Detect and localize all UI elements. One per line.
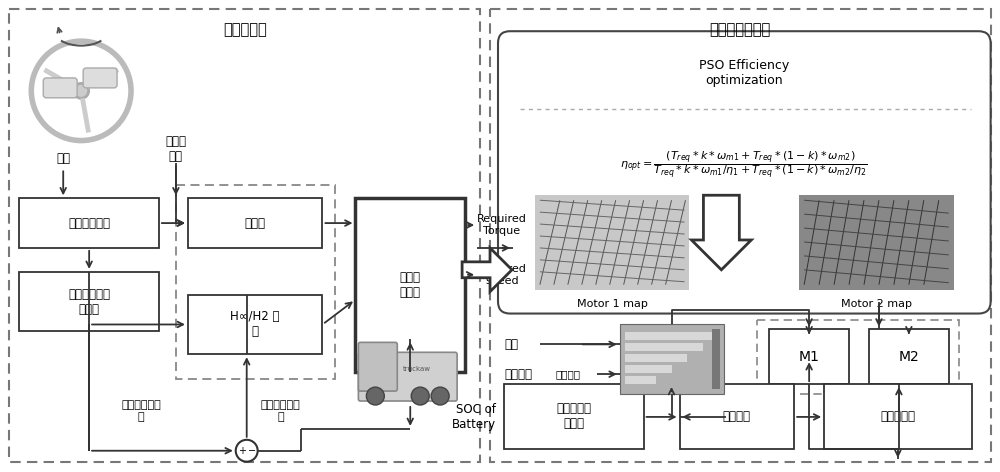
Text: 车速: 车速 xyxy=(56,152,70,165)
Bar xyxy=(869,329,949,384)
Text: H∞/H2 控
制: H∞/H2 控 制 xyxy=(230,311,280,338)
Text: 车辆状
态空间: 车辆状 态空间 xyxy=(400,271,421,299)
Text: truckaw: truckaw xyxy=(403,366,431,372)
Text: M2: M2 xyxy=(898,350,919,364)
Text: 实际横摆角速
度: 实际横摆角速 度 xyxy=(261,400,300,422)
Bar xyxy=(799,195,954,290)
Text: Required
speed: Required speed xyxy=(477,264,527,286)
Text: 模式识别: 模式识别 xyxy=(556,369,581,379)
Bar xyxy=(769,329,849,384)
Text: +: + xyxy=(238,446,246,456)
Text: 车速: 车速 xyxy=(504,338,518,351)
Bar xyxy=(620,324,724,394)
Text: 前轮转角: 前轮转角 xyxy=(504,368,532,381)
Circle shape xyxy=(366,387,384,405)
Text: 逆控制: 逆控制 xyxy=(245,217,266,229)
Text: Motor 2 map: Motor 2 map xyxy=(841,299,912,309)
Text: 稳定性控制: 稳定性控制 xyxy=(223,22,267,37)
Text: 理想横摆角速
度: 理想横摆角速 度 xyxy=(121,400,161,422)
Bar xyxy=(355,198,465,372)
FancyBboxPatch shape xyxy=(358,352,457,401)
Bar xyxy=(19,272,159,331)
Bar xyxy=(625,376,656,384)
Text: 转向盘
转角: 转向盘 转角 xyxy=(165,135,186,162)
FancyBboxPatch shape xyxy=(358,342,397,391)
Bar xyxy=(757,320,959,394)
Bar xyxy=(535,195,689,290)
Bar xyxy=(824,384,972,449)
Bar xyxy=(490,9,991,462)
Polygon shape xyxy=(691,195,751,270)
Bar xyxy=(504,384,644,449)
Bar xyxy=(625,365,672,373)
Bar xyxy=(176,185,335,379)
Bar xyxy=(9,9,480,462)
Text: 能量优化与分配: 能量优化与分配 xyxy=(710,22,771,37)
Bar xyxy=(188,295,322,354)
Bar xyxy=(680,384,794,449)
Text: M1: M1 xyxy=(799,350,820,364)
Bar xyxy=(19,198,159,248)
Text: Motor 1 map: Motor 1 map xyxy=(577,299,648,309)
Bar xyxy=(712,329,720,389)
Polygon shape xyxy=(462,248,512,292)
Text: −: − xyxy=(248,446,256,456)
Text: 电池能量管
理系统: 电池能量管 理系统 xyxy=(556,403,591,430)
Text: 参考横摆角速
度模型: 参考横摆角速 度模型 xyxy=(68,287,110,316)
Text: Required
Torque: Required Torque xyxy=(477,214,527,236)
FancyBboxPatch shape xyxy=(83,68,117,88)
Circle shape xyxy=(236,440,258,462)
Circle shape xyxy=(411,387,429,405)
Circle shape xyxy=(431,387,449,405)
Bar xyxy=(625,354,687,362)
Text: 模式切换: 模式切换 xyxy=(723,410,751,423)
Bar xyxy=(188,198,322,248)
FancyBboxPatch shape xyxy=(498,31,991,313)
Text: 变转向传动比: 变转向传动比 xyxy=(68,217,110,229)
Bar xyxy=(625,332,719,340)
Text: $\eta_{opt} = \dfrac{(T_{req}*k*\omega_{m1}+T_{req}*(1-k)*\omega_{m2})}{T_{req}*: $\eta_{opt} = \dfrac{(T_{req}*k*\omega_{… xyxy=(620,150,868,181)
Circle shape xyxy=(74,84,89,98)
FancyBboxPatch shape xyxy=(43,78,77,98)
Bar xyxy=(625,343,703,351)
Text: SOC of
Battery: SOC of Battery xyxy=(452,403,496,431)
Text: 力矩耦合器: 力矩耦合器 xyxy=(880,410,915,423)
Text: PSO Efficiency
optimization: PSO Efficiency optimization xyxy=(699,59,789,87)
